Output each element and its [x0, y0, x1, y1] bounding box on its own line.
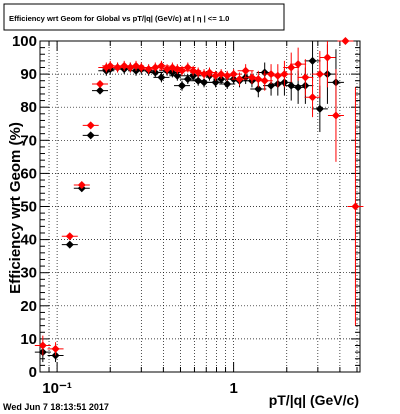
data-point: [73, 180, 90, 189]
data-point: [319, 41, 336, 88]
data-point: [173, 80, 190, 91]
data-point: [311, 50, 328, 98]
y-tick-label: 50: [20, 199, 37, 216]
marker: [157, 61, 166, 70]
marker: [65, 240, 74, 249]
data-point: [34, 335, 51, 356]
marker: [205, 68, 214, 77]
marker: [341, 37, 350, 45]
y-tick-label: 10: [20, 331, 37, 348]
series-1: [34, 37, 364, 356]
y-tick-label: 30: [20, 265, 37, 282]
data-point: [283, 52, 300, 83]
marker: [51, 344, 60, 353]
data-point: [92, 86, 109, 95]
marker: [38, 341, 47, 350]
data-point: [82, 121, 99, 130]
marker: [86, 121, 95, 130]
marker: [315, 104, 324, 113]
y-tick-label: 40: [20, 232, 37, 249]
data-point: [276, 60, 293, 88]
data-point: [153, 72, 170, 83]
marker: [331, 111, 340, 120]
data-point: [61, 232, 78, 241]
y-tick-label: 60: [20, 165, 37, 182]
marker: [315, 70, 324, 79]
marker: [177, 66, 186, 75]
data-point: [304, 77, 321, 118]
data-point: [82, 131, 99, 140]
marker: [235, 75, 244, 84]
y-tick-label: 90: [20, 66, 37, 83]
y-tick-label: 20: [20, 298, 37, 315]
marker: [323, 53, 332, 62]
y-tick-label: 70: [20, 132, 37, 149]
data-point: [231, 72, 248, 86]
marker: [157, 73, 166, 82]
data-point: [153, 60, 170, 71]
data-point: [337, 37, 354, 45]
y-tick-label: 80: [20, 99, 37, 116]
data-point: [237, 64, 254, 78]
data-point: [61, 240, 78, 249]
marker: [241, 66, 250, 75]
marker: [200, 78, 209, 87]
x-axis-label: pT/|q| (GeV/c): [269, 392, 359, 408]
marker: [280, 70, 289, 79]
data-point: [169, 70, 186, 81]
chart-title: Efficiency wrt Geom for Global vs pT/|q|…: [9, 14, 229, 23]
marker: [96, 86, 105, 95]
marker: [308, 56, 317, 65]
marker: [287, 63, 296, 72]
marker: [86, 131, 95, 140]
x-tick-label: 10⁻¹: [42, 380, 72, 397]
data-point: [327, 69, 344, 162]
marker: [260, 76, 269, 85]
data-point: [290, 47, 307, 81]
marker: [211, 78, 220, 87]
y-axis-label: Efficiency wrt Geom (%): [7, 122, 24, 294]
marker: [173, 71, 182, 80]
marker: [77, 180, 86, 189]
x-tick-label: 1: [229, 380, 237, 397]
data-point: [47, 342, 64, 356]
y-tick-label: 100: [12, 33, 37, 50]
marker: [229, 70, 238, 79]
marker: [351, 202, 360, 211]
marker: [254, 84, 263, 93]
data-point: [92, 80, 109, 89]
marker: [183, 75, 192, 84]
data-point: [297, 59, 314, 96]
marker: [308, 93, 317, 102]
marker: [177, 81, 186, 90]
marker: [96, 80, 105, 89]
data-point: [225, 69, 242, 80]
timestamp: Wed Jun 7 18:13:51 2017: [3, 402, 109, 412]
y-tick-label: 0: [29, 364, 37, 381]
marker: [301, 73, 310, 82]
data-marks: [34, 37, 364, 363]
marker: [65, 232, 74, 241]
marker: [294, 60, 303, 69]
marker: [223, 80, 232, 89]
title-box: Efficiency wrt Geom for Global vs pT/|q|…: [3, 3, 285, 31]
data-point: [347, 87, 364, 326]
marker: [183, 63, 192, 72]
